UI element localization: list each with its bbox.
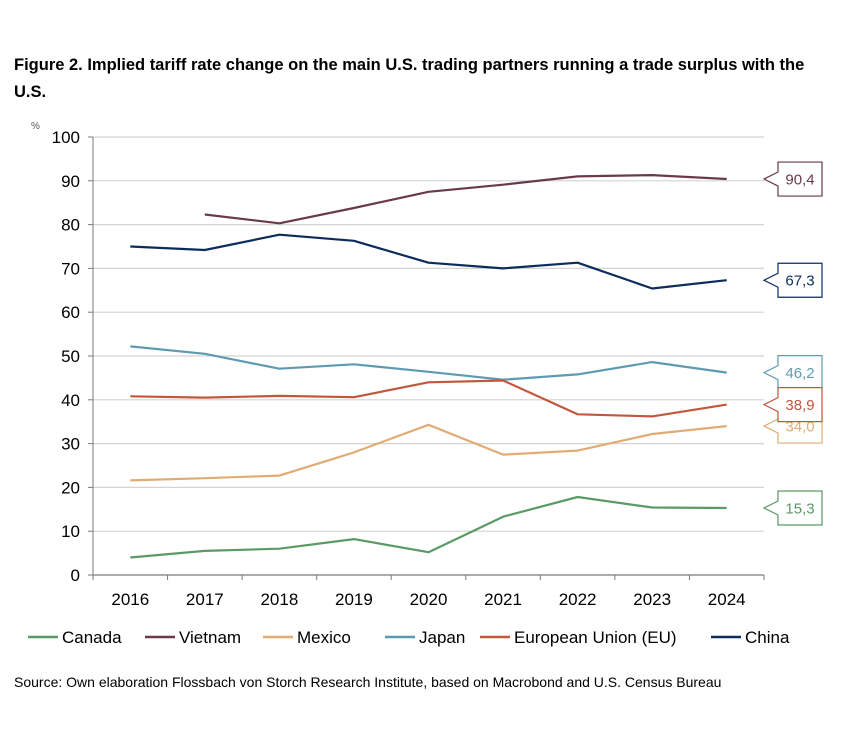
legend-label-vietnam: Vietnam [179, 628, 241, 647]
x-tick-label: 2017 [186, 590, 224, 609]
y-tick-label: 30 [61, 435, 80, 454]
callout-box-canada [762, 490, 823, 526]
x-tick-label: 2018 [260, 590, 298, 609]
series-line-japan [130, 345, 727, 381]
callout-box-european-union-eu [762, 387, 823, 423]
callout-label-china: 67,3 [785, 273, 814, 290]
series-line-vietnam [204, 174, 727, 225]
callout-box-japan [762, 355, 823, 391]
x-tick-label: 2022 [559, 590, 597, 609]
y-tick-label: 70 [61, 259, 80, 278]
legend-label-china: China [745, 628, 790, 647]
callout-box-vietnam [762, 161, 823, 197]
callout-label-mexico: 34,0 [785, 419, 814, 436]
callout-label-european-union-eu: 38,9 [785, 397, 814, 414]
callout-label-japan: 46,2 [785, 365, 814, 382]
legend-label-mexico: Mexico [297, 628, 351, 647]
legend-label-canada: Canada [62, 628, 122, 647]
y-tick-label: 40 [61, 391, 80, 410]
x-tick-label: 2016 [111, 590, 149, 609]
series-line-china [130, 233, 727, 290]
legend: Canada Vietnam Mexico Japan European Union (… [28, 628, 790, 647]
y-unit-label: % [31, 121, 40, 132]
legend-label-japan: Japan [419, 628, 465, 647]
y-tick-label: 0 [71, 566, 80, 585]
y-tick-label: 90 [61, 172, 80, 191]
callout-label-vietnam: 90,4 [785, 172, 814, 189]
callout-label-canada: 15,3 [785, 500, 814, 517]
y-tick-label: 50 [61, 347, 80, 366]
y-tick-label: 60 [61, 303, 80, 322]
x-tick-label: 2020 [410, 590, 448, 609]
y-tick-label: 20 [61, 478, 80, 497]
x-tick-label: 2023 [633, 590, 671, 609]
callout-box-china [762, 262, 823, 298]
chart-title: Figure 2. Implied tariff rate change on … [14, 56, 805, 101]
axes: 0 10 20 30 40 50 60 70 80 90 100% 2016 2017 2018 2019 2… [31, 121, 765, 609]
x-tick-label: 2019 [335, 590, 373, 609]
x-tick-label: 2021 [484, 590, 522, 609]
source-note: Source: Own elaboration Flossbach von St… [14, 674, 722, 690]
series-line-mexico [130, 423, 727, 482]
y-tick-label: 10 [61, 522, 80, 541]
legend-label-european-union-eu: European Union (EU) [514, 628, 677, 647]
series-line-canada [130, 495, 727, 559]
x-tick-label: 2024 [708, 590, 746, 609]
end-value-callouts: 15,3 90,4 34,0 46,2 38,9 67,3 [762, 161, 823, 526]
series-layer [130, 174, 727, 559]
series-line-european-union-eu [130, 379, 727, 418]
gridlines [93, 136, 764, 532]
y-tick-label: 80 [61, 216, 80, 235]
y-tick-label: 100 [52, 128, 80, 147]
